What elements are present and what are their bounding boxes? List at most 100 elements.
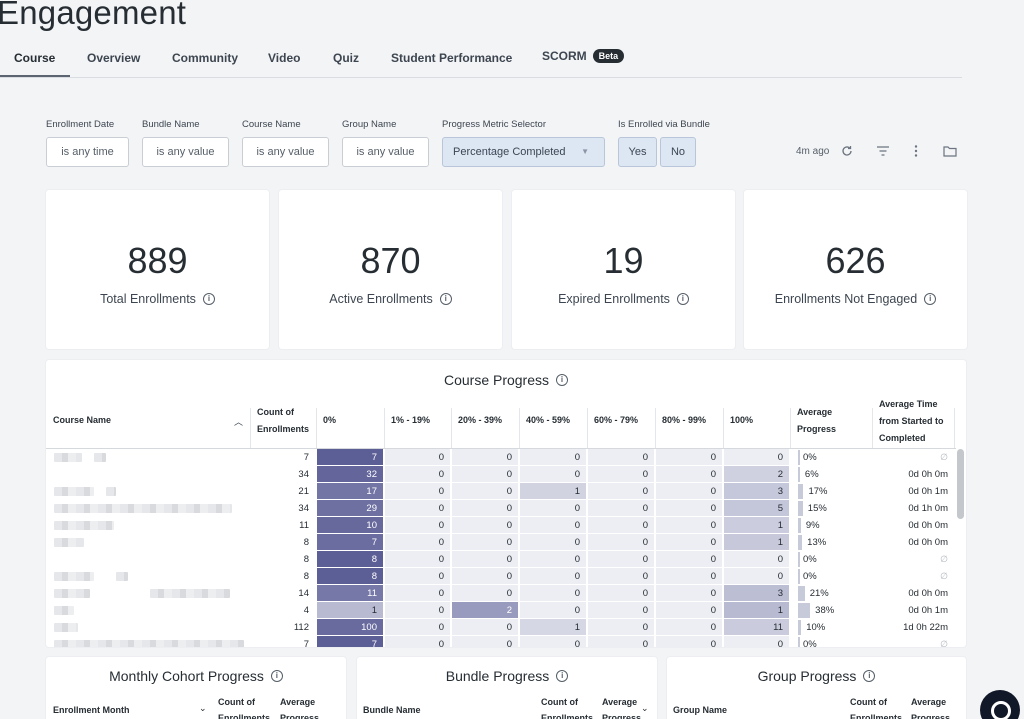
bucket-cell: 0 bbox=[588, 568, 655, 585]
course-name-field[interactable]: is any value bbox=[242, 137, 329, 167]
table-row[interactable]: 34 29 0 0 0 0 0 5 15% 0d 1h 0m bbox=[46, 500, 956, 517]
bucket-cell: 0 bbox=[588, 534, 655, 551]
table-row[interactable]: 7 7 0 0 0 0 0 0 0% ∅ bbox=[46, 636, 956, 647]
bucket-cell: 10 bbox=[317, 517, 384, 534]
chevron-down-icon[interactable]: ⌄ bbox=[199, 703, 207, 713]
col-header-40-59[interactable]: 40% - 59% bbox=[526, 415, 571, 425]
tab-quiz[interactable]: Quiz bbox=[333, 51, 359, 65]
info-icon[interactable]: i bbox=[439, 293, 452, 305]
col-header-100[interactable]: 100% bbox=[730, 415, 754, 425]
table-row[interactable]: 7 7 0 0 0 0 0 0 0% ∅ bbox=[46, 449, 956, 466]
chevron-down-icon[interactable]: ⌄ bbox=[641, 703, 649, 713]
table-row[interactable]: 112 100 0 0 1 0 0 11 10% 1d 0h 22m bbox=[46, 619, 956, 636]
col-header-average-progress[interactable]: Average Progress bbox=[797, 407, 837, 434]
info-icon[interactable]: i bbox=[676, 293, 689, 305]
no-toggle[interactable]: No bbox=[660, 137, 696, 167]
tab-bar: Course Overview Community Video Quiz Stu… bbox=[0, 42, 962, 78]
table-row[interactable]: 11 10 0 0 0 0 0 1 9% 0d 0h 0m bbox=[46, 517, 956, 534]
table-row[interactable]: 14 11 0 0 0 0 0 3 21% 0d 0h 0m bbox=[46, 585, 956, 602]
bundle-name-field[interactable]: is any value bbox=[142, 137, 229, 167]
redacted-course-name bbox=[54, 538, 84, 547]
table-row[interactable]: 8 8 0 0 0 0 0 0 0% ∅ bbox=[46, 568, 956, 585]
col-header-count[interactable]: Count of Enrollments bbox=[257, 407, 310, 434]
filter-enrolled-via-bundle: Is Enrolled via Bundle Yes No bbox=[618, 119, 718, 167]
bucket-cell: 0 bbox=[520, 551, 587, 568]
stat-card-enrollments-not-engaged: 626 Enrollments Not Engaged i bbox=[744, 190, 967, 349]
col-header-count[interactable]: Count of Enrollments bbox=[850, 697, 903, 719]
filter-icon[interactable] bbox=[875, 143, 891, 159]
chat-launcher-button[interactable] bbox=[980, 690, 1020, 719]
col-header-group-name[interactable]: Group Name bbox=[673, 705, 728, 715]
tab-community[interactable]: Community bbox=[172, 51, 238, 65]
refresh-icon[interactable] bbox=[839, 143, 855, 159]
stat-value: 870 bbox=[360, 240, 421, 281]
col-header-0[interactable]: 0% bbox=[323, 415, 337, 425]
col-header-average-time[interactable]: Average Time from Started to Completed bbox=[879, 399, 944, 443]
table-row[interactable]: 8 8 0 0 0 0 0 0 0% ∅ bbox=[46, 551, 956, 568]
table-row[interactable]: 34 32 0 0 0 0 0 2 6% 0d 0h 0m bbox=[46, 466, 956, 483]
bucket-cell: 2 bbox=[452, 602, 519, 619]
sort-ascending-icon[interactable]: ︿ bbox=[234, 417, 244, 427]
tab-course[interactable]: Course bbox=[14, 51, 56, 65]
bucket-cell: 29 bbox=[317, 500, 384, 517]
table-scrollbar[interactable] bbox=[957, 449, 964, 519]
col-header-average-progress[interactable]: Average Progress bbox=[911, 697, 951, 719]
last-updated-text: 4m ago bbox=[796, 145, 830, 157]
col-header-enrollment-month[interactable]: Enrollment Month bbox=[53, 705, 130, 715]
average-progress-value: 0% bbox=[803, 571, 817, 582]
bucket-cell: 0 bbox=[452, 449, 519, 466]
bucket-cell: 0 bbox=[452, 551, 519, 568]
info-icon[interactable]: i bbox=[556, 670, 569, 682]
filter-label: Enrollment Date bbox=[46, 119, 115, 130]
table-row[interactable]: 4 1 0 2 0 0 0 1 38% 0d 0h 1m bbox=[46, 602, 956, 619]
monthly-cohort-panel: Monthly Cohort Progress i Enrollment Mont… bbox=[46, 657, 346, 719]
more-vertical-icon[interactable] bbox=[908, 143, 924, 159]
redacted-course-name bbox=[54, 453, 82, 462]
bucket-cell: 0 bbox=[520, 585, 587, 602]
average-progress-bar bbox=[798, 467, 800, 482]
bucket-cell: 0 bbox=[656, 602, 723, 619]
col-header-count[interactable]: Count of Enrollments bbox=[218, 697, 271, 719]
page-title: Engagement bbox=[0, 0, 187, 31]
average-progress-bar bbox=[798, 552, 800, 567]
bucket-cell: 0 bbox=[520, 449, 587, 466]
empty-value-icon: ∅ bbox=[940, 571, 948, 581]
col-header-20-39[interactable]: 20% - 39% bbox=[458, 415, 503, 425]
table-row[interactable]: 8 7 0 0 0 0 0 1 13% 0d 0h 0m bbox=[46, 534, 956, 551]
stat-card-active-enrollments: 870 Active Enrollments i bbox=[279, 190, 502, 349]
info-icon[interactable]: i bbox=[863, 670, 876, 682]
col-header-count[interactable]: Count of Enrollments bbox=[541, 697, 594, 719]
col-header-1-19[interactable]: 1% - 19% bbox=[391, 415, 431, 425]
col-header-average-progress[interactable]: Average Progress bbox=[602, 697, 642, 719]
info-icon[interactable]: i bbox=[202, 293, 215, 305]
col-header-bundle-name[interactable]: Bundle Name bbox=[363, 705, 421, 715]
tab-student-performance[interactable]: Student Performance bbox=[391, 51, 513, 65]
bucket-cell: 0 bbox=[656, 568, 723, 585]
filter-course-name: Course Name is any value bbox=[242, 119, 329, 167]
bucket-cell: 0 bbox=[385, 466, 451, 483]
panel-title: Course Progress bbox=[443, 372, 550, 388]
col-header-60-79[interactable]: 60% - 79% bbox=[594, 415, 639, 425]
yes-toggle[interactable]: Yes bbox=[618, 137, 657, 167]
tab-video[interactable]: Video bbox=[268, 51, 301, 65]
col-header-80-99[interactable]: 80% - 99% bbox=[662, 415, 707, 425]
enrollment-date-field[interactable]: is any time bbox=[46, 137, 129, 167]
progress-metric-select[interactable]: Percentage Completed bbox=[442, 137, 605, 167]
info-icon[interactable]: i bbox=[270, 670, 283, 682]
info-icon[interactable]: i bbox=[556, 374, 569, 386]
bucket-cell: 1 bbox=[724, 602, 790, 619]
info-icon[interactable]: i bbox=[924, 293, 937, 305]
col-header-course-name[interactable]: Course Name bbox=[53, 415, 112, 425]
average-progress-bar bbox=[798, 569, 800, 584]
average-progress-value: 10% bbox=[806, 622, 826, 633]
col-header-average-progress[interactable]: Average Progress bbox=[280, 697, 320, 719]
tab-scorm[interactable]: SCORM Beta bbox=[542, 49, 625, 63]
table-row[interactable]: 21 17 0 0 1 0 0 3 17% 0d 0h 1m bbox=[46, 483, 956, 500]
bucket-cell: 0 bbox=[385, 449, 451, 466]
bucket-cell: 0 bbox=[520, 568, 587, 585]
bucket-cell: 0 bbox=[452, 636, 519, 647]
folder-icon[interactable] bbox=[942, 143, 958, 159]
tab-overview[interactable]: Overview bbox=[87, 51, 141, 65]
empty-value-icon: ∅ bbox=[940, 554, 948, 564]
group-name-field[interactable]: is any value bbox=[342, 137, 429, 167]
